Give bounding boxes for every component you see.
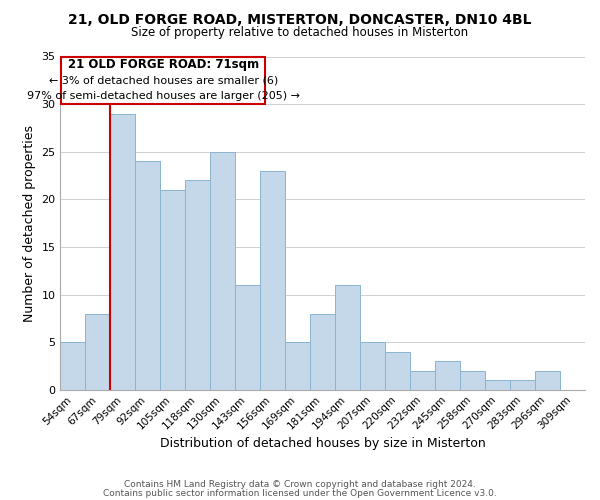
Bar <box>260 170 285 390</box>
Text: Size of property relative to detached houses in Misterton: Size of property relative to detached ho… <box>131 26 469 39</box>
Bar <box>85 314 110 390</box>
Bar <box>385 352 410 390</box>
Text: Contains HM Land Registry data © Crown copyright and database right 2024.: Contains HM Land Registry data © Crown c… <box>124 480 476 489</box>
Bar <box>360 342 385 390</box>
Bar <box>510 380 535 390</box>
Bar <box>235 285 260 390</box>
Bar <box>485 380 510 390</box>
Text: Contains public sector information licensed under the Open Government Licence v3: Contains public sector information licen… <box>103 488 497 498</box>
Text: ← 3% of detached houses are smaller (6): ← 3% of detached houses are smaller (6) <box>49 76 278 86</box>
Bar <box>285 342 310 390</box>
FancyBboxPatch shape <box>61 56 265 104</box>
Bar <box>460 370 485 390</box>
Bar <box>61 342 85 390</box>
Bar <box>310 314 335 390</box>
Bar <box>410 370 435 390</box>
X-axis label: Distribution of detached houses by size in Misterton: Distribution of detached houses by size … <box>160 437 485 450</box>
Bar <box>110 114 136 390</box>
Y-axis label: Number of detached properties: Number of detached properties <box>23 124 36 322</box>
Text: 21 OLD FORGE ROAD: 71sqm: 21 OLD FORGE ROAD: 71sqm <box>68 58 259 71</box>
Bar <box>535 370 560 390</box>
Text: 21, OLD FORGE ROAD, MISTERTON, DONCASTER, DN10 4BL: 21, OLD FORGE ROAD, MISTERTON, DONCASTER… <box>68 12 532 26</box>
Bar <box>160 190 185 390</box>
Text: 97% of semi-detached houses are larger (205) →: 97% of semi-detached houses are larger (… <box>26 91 299 101</box>
Bar <box>185 180 211 390</box>
Bar <box>335 285 360 390</box>
Bar <box>136 161 160 390</box>
Bar <box>435 361 460 390</box>
Bar <box>211 152 235 390</box>
